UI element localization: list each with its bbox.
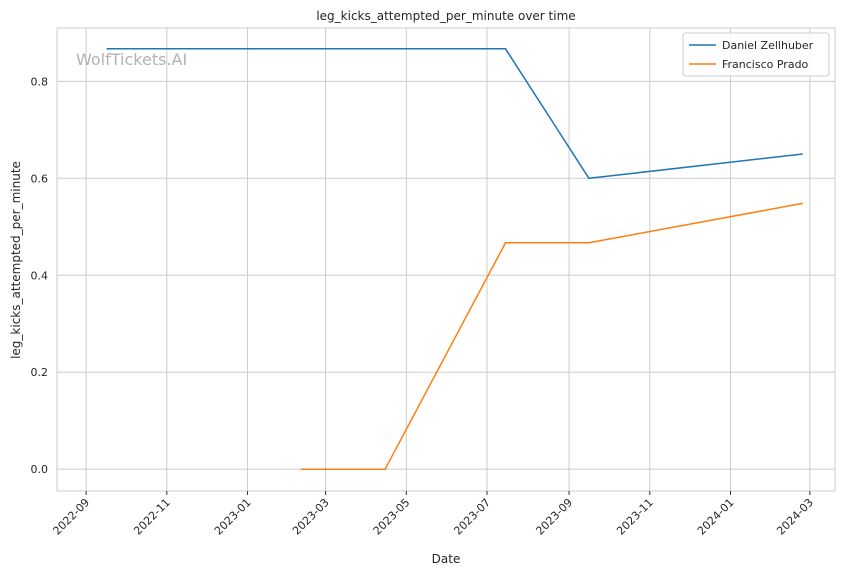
y-tick-label: 0.4 bbox=[31, 269, 49, 282]
series-line-daniel-zellhuber bbox=[107, 48, 802, 180]
data-point-daniel-zellhuber bbox=[801, 153, 803, 155]
data-point-francisco-prado bbox=[801, 202, 803, 205]
data-point-francisco-prado bbox=[300, 468, 303, 471]
data-point-francisco-prado bbox=[384, 468, 387, 471]
y-tick-label: 0.2 bbox=[31, 366, 49, 379]
legend-box bbox=[682, 32, 830, 77]
series bbox=[106, 47, 803, 471]
x-axis-label: Date bbox=[432, 552, 461, 566]
watermark-text: WolfTickets.AI bbox=[76, 50, 187, 69]
grid bbox=[57, 28, 835, 491]
y-tick-labels: 0.0 0.2 0.4 0.6 0.8 bbox=[31, 75, 49, 476]
y-tick-label: 0.6 bbox=[31, 172, 49, 185]
legend: Daniel Zellhuber Francisco Prado bbox=[682, 32, 830, 77]
data-point-daniel-zellhuber bbox=[504, 47, 507, 50]
data-point-francisco-prado bbox=[587, 241, 590, 244]
data-point-daniel-zellhuber bbox=[106, 47, 109, 50]
plot-frame bbox=[56, 27, 836, 492]
chart-title: leg_kicks_attempted_per_minute over time bbox=[316, 9, 575, 23]
legend-label-francisco-prado: Francisco Prado bbox=[722, 58, 809, 71]
y-axis-label: leg_kicks_attempted_per_minute bbox=[9, 161, 23, 359]
data-point-daniel-zellhuber bbox=[587, 177, 590, 180]
y-tick-label: 0.8 bbox=[31, 75, 49, 88]
legend-label-daniel-zellhuber: Daniel Zellhuber bbox=[722, 39, 814, 52]
y-tick-label: 0.0 bbox=[31, 463, 49, 476]
data-point-francisco-prado bbox=[504, 241, 507, 244]
